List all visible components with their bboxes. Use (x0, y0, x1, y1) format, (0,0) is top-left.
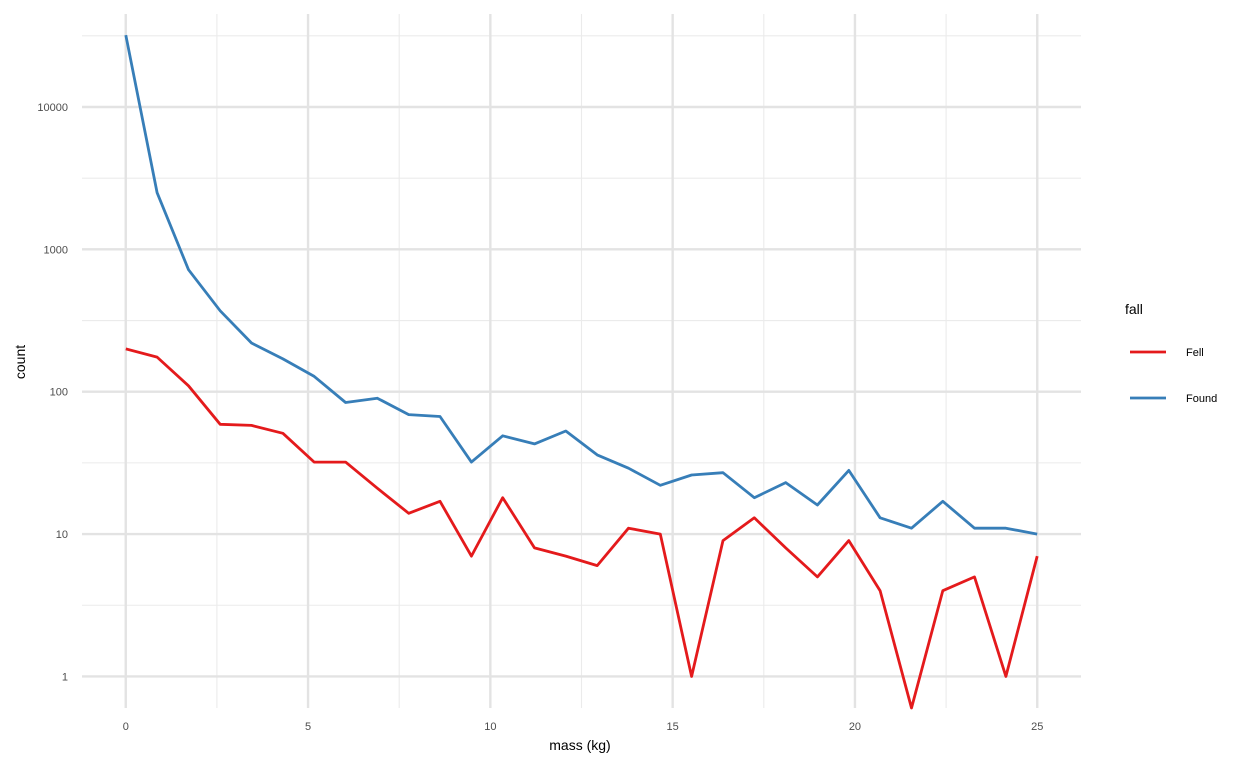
x-tick-label: 5 (305, 721, 311, 733)
series-line-found (124, 34, 1038, 536)
legend-title: fall (1125, 301, 1143, 317)
x-tick-label: 0 (123, 721, 129, 733)
y-tick-label: 1000 (44, 244, 68, 256)
x-tick-label: 15 (667, 721, 679, 733)
x-tick-label: 25 (1031, 721, 1043, 733)
y-tick-label: 100 (50, 387, 68, 399)
x-tick-label: 10 (484, 721, 496, 733)
y-tick-label: 1 (62, 671, 68, 683)
y-tick-label: 10 (56, 529, 68, 541)
legend: fall Fell Found (1125, 301, 1217, 405)
series-line-fell (125, 347, 1039, 710)
y-axis-title: count (12, 345, 28, 379)
x-tick-labels: 0 5 10 15 20 25 (123, 721, 1044, 733)
x-tick-label: 20 (849, 721, 861, 733)
y-tick-label: 10000 (37, 102, 68, 114)
minor-gridlines (82, 14, 1081, 708)
legend-label-fell: Fell (1186, 347, 1204, 359)
x-axis-title: mass (kg) (549, 737, 610, 753)
series-lines (124, 34, 1039, 710)
legend-label-found: Found (1186, 393, 1217, 405)
y-tick-labels: 1 10 100 1000 10000 (37, 102, 68, 683)
